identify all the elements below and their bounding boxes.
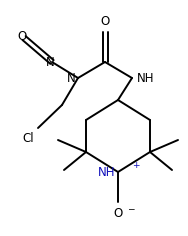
Text: O: O (100, 15, 110, 28)
Text: N: N (67, 72, 76, 85)
Text: +: + (132, 160, 140, 169)
Text: NH: NH (98, 167, 115, 180)
Text: N: N (46, 56, 54, 69)
Text: Cl: Cl (22, 132, 34, 145)
Text: −: − (127, 204, 135, 213)
Text: O: O (113, 207, 123, 220)
Text: O: O (17, 30, 27, 42)
Text: NH: NH (137, 72, 155, 85)
